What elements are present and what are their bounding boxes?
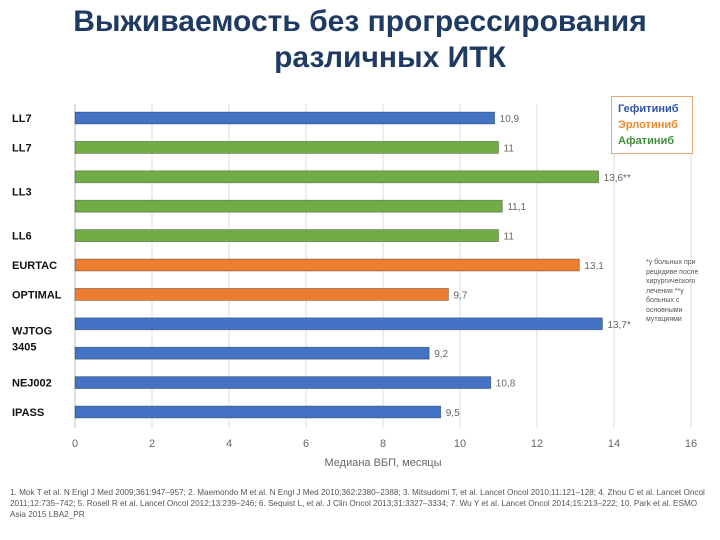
category-label-3: LL6	[12, 231, 32, 243]
bar-label-4: 11	[504, 232, 515, 243]
category-label-5: OPTIMAL	[12, 289, 62, 301]
category-label-4: EURTAC	[12, 260, 57, 272]
bar-label-0: 10,9	[500, 114, 520, 125]
legend-erlotinib: Эрлотиниб	[618, 119, 678, 131]
title-line-1: Выживаемость без прогрессирования	[73, 5, 647, 38]
bar-7	[74, 317, 603, 331]
x-tick-label-4: 8	[380, 438, 386, 450]
page-title: Выживаемость без прогрессирования различ…	[0, 4, 720, 76]
bar-label-6: 9,7	[453, 290, 467, 301]
bar-2	[74, 170, 599, 184]
category-label-6: WJTOG 3405	[12, 326, 52, 354]
bar-10	[74, 405, 442, 419]
bar-label-3: 11,1	[507, 202, 526, 213]
bar-label-1: 11	[504, 143, 515, 154]
legend-afatinib: Афатиниб	[618, 135, 675, 147]
bar-0	[74, 111, 496, 125]
bar-1	[74, 140, 499, 154]
category-label-1: LL7	[12, 142, 32, 154]
bar-label-7: 13,7*	[607, 320, 630, 331]
bar-label-2: 13,6**	[604, 173, 631, 184]
x-axis-label: Медиана ВБП, месяцы	[324, 457, 441, 469]
x-tick-label-5: 10	[454, 438, 466, 450]
bar-4	[74, 229, 499, 243]
bar-5	[74, 258, 580, 272]
bar-label-10: 9,5	[446, 408, 460, 419]
chart-footnote: *у больных при рецидиве после хирургичес…	[646, 259, 699, 323]
category-label-0: LL7	[12, 113, 32, 125]
x-tick-label-2: 4	[226, 438, 232, 450]
bar-8	[74, 346, 430, 360]
x-tick-label-3: 6	[303, 438, 309, 450]
title-line-2: различных ИТК	[274, 41, 506, 74]
x-tick-label-8: 16	[685, 438, 697, 450]
chart-legend: Гефитиниб Эрлотиниб Афатиниб	[611, 96, 693, 154]
x-tick-label-7: 14	[608, 438, 620, 450]
legend-gefitinib: Гефитиниб	[618, 103, 679, 115]
bar-6	[74, 287, 449, 301]
category-label-7: NEJ002	[12, 378, 52, 390]
x-tick-label-1: 2	[149, 438, 155, 450]
category-label-2: LL3	[12, 187, 32, 199]
bar-9	[74, 376, 492, 390]
bar-label-9: 10,8	[496, 379, 516, 390]
bar-3	[74, 199, 503, 213]
x-tick-label-0: 0	[72, 438, 78, 450]
references: 1. Mok T et al. N Engl J Med 2009;361:94…	[10, 488, 705, 519]
x-tick-label-6: 12	[531, 438, 543, 450]
bar-label-5: 13,1	[584, 261, 604, 272]
bar-label-8: 9,2	[434, 349, 448, 360]
category-label-8: IPASS	[12, 407, 44, 419]
